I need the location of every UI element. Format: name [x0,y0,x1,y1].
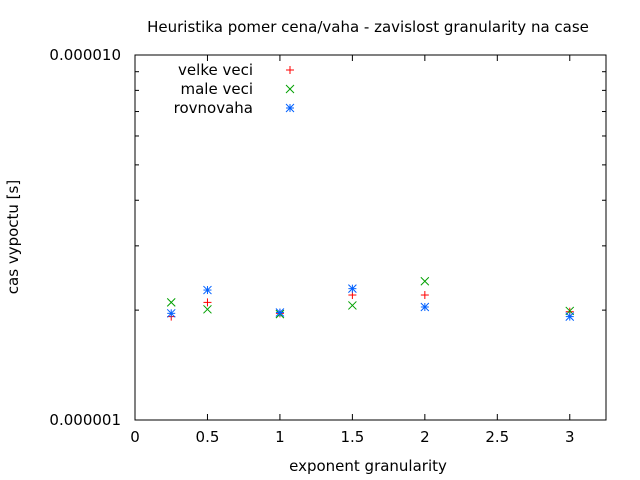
data-point [203,304,212,314]
legend-label: rovnovaha [174,99,253,117]
legend-label: male veci [181,80,254,98]
x-tick-label: 0.5 [196,428,220,446]
data-points [166,276,575,321]
data-point [348,301,357,310]
plot-frame [134,54,607,421]
data-point [166,298,176,307]
x-tick-label: 0 [130,428,140,446]
x-axis-label: exponent granularity [289,457,447,475]
data-point [420,276,430,286]
data-point [166,308,176,318]
y-axis-label: cas vypoctu [s] [4,180,22,294]
data-point [348,284,357,294]
data-point [203,285,212,295]
data-point [275,308,285,317]
axis-ticks: 0 0.5 1 1.5 2 2.5 3 0.000001 0.000010 [49,46,606,446]
x-tick-label: 3 [565,428,575,446]
chart-title: Heuristika pomer cena/vaha - zavislost g… [147,18,589,36]
legend-marker [285,103,295,113]
legend-marker [286,66,294,74]
legend-marker [285,84,295,94]
data-point [203,298,212,307]
x-tick-label: 1.5 [340,428,364,446]
x-tick-label: 2 [420,428,430,446]
x-tick-label: 2.5 [485,428,509,446]
legend-label: velke veci [178,61,253,79]
y-tick-label: 0.000010 [49,46,121,64]
x-tick-label: 1 [275,428,285,446]
data-point [420,291,429,300]
data-point [565,312,575,321]
data-point [420,302,430,312]
y-tick-label: 0.000001 [49,411,121,429]
